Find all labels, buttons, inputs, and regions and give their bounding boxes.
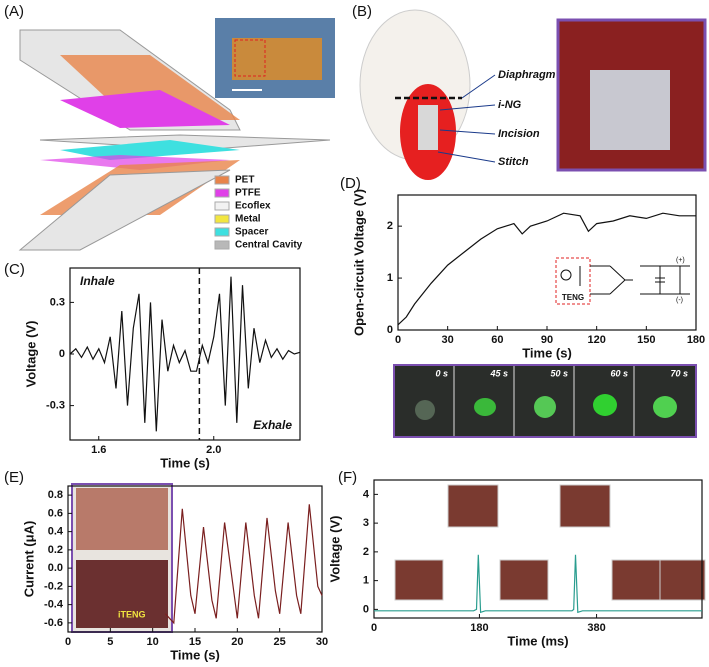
y-tick-label: 1 [387,272,393,284]
y-axis-label: Open-circuit Voltage (V) [351,189,366,336]
x-tick-label: 90 [541,334,553,346]
legend-swatch [214,175,230,185]
x-tick-label: 2.0 [206,444,221,456]
anatomy-label: Diaphragm [498,69,556,81]
annotation: Inhale [80,274,115,288]
y-tick-label: 0 [363,603,369,615]
x-tick-label: 120 [587,334,605,346]
y-axis-label: Current (μA) [21,521,36,598]
y-tick-label: 4 [363,488,370,500]
frame-time: 50 s [550,368,568,378]
x-tick-label: 0 [395,334,401,346]
y-tick-label: -0.4 [44,599,64,611]
panel-label: (E) [4,469,24,486]
x-tick-label: 180 [687,334,705,346]
x-tick-label: 5 [107,636,113,648]
legend-swatch [214,227,230,237]
legend-label: Ecoflex [235,201,271,212]
circuit-label: (+) [676,257,685,264]
circuit-label: TENG [562,293,584,302]
legend-swatch [214,240,230,250]
y-tick-label: 0.6 [48,507,63,519]
plot-frame [397,194,697,331]
y-tick-label: 0.3 [50,296,65,308]
y-tick-label: 0 [387,324,393,336]
legend-label: Metal [235,214,261,225]
y-tick-label: 0 [59,348,65,360]
x-tick-label: 1.6 [91,444,106,456]
data-line [397,212,696,326]
y-tick-label: 0.0 [48,562,63,574]
x-axis-label: Time (s) [160,455,210,470]
legend-swatch [214,188,230,198]
legend-label: Central Cavity [235,240,303,251]
x-axis-label: Time (ms) [507,633,568,648]
x-tick-label: 150 [637,334,655,346]
panel-label: (A) [4,3,24,20]
frame-time: 70 s [670,368,688,378]
y-tick-label: 0.4 [48,526,64,538]
y-tick-label: 3 [363,517,369,529]
legend-swatch [214,201,230,211]
annotation: Exhale [253,418,292,432]
panel-label: (F) [338,469,357,486]
y-tick-label: 2 [387,220,393,232]
y-tick-label: -0.3 [46,400,65,412]
y-axis-label: Voltage (V) [23,321,38,388]
data-line [374,554,702,614]
anatomy-label: Stitch [498,156,529,168]
frame-strip [393,364,697,438]
legend-swatch [214,214,230,224]
frame-time: 60 s [610,368,628,378]
device-illustration [18,18,335,251]
plot-frame [69,267,301,441]
y-tick-label: 2 [363,546,369,558]
x-tick-label: 20 [231,636,243,648]
y-tick-label: 0.8 [48,489,63,501]
rat-illustration [359,9,707,180]
x-axis-label: Time (s) [170,647,220,662]
inset-label: iTENG [118,609,146,619]
frame-time: 45 s [489,368,508,378]
data-line [69,276,301,432]
panel-label: (C) [4,261,25,278]
x-tick-label: 60 [491,334,503,346]
legend-label: PTFE [235,188,261,199]
y-tick-label: 1 [363,575,369,587]
x-tick-label: 30 [316,636,328,648]
x-tick-label: 30 [442,334,454,346]
y-tick-label: -0.6 [44,617,63,629]
x-tick-label: 380 [587,622,605,634]
y-tick-label: -0.2 [44,580,63,592]
circuit-inset [555,257,690,305]
legend-label: Spacer [235,227,268,238]
circuit-label: (-) [676,297,683,304]
y-tick-label: 0.2 [48,544,63,556]
legend-label: PET [235,175,254,186]
x-tick-label: 15 [189,636,201,648]
x-tick-label: 0 [65,636,71,648]
panel-label: (B) [352,3,372,20]
x-tick-label: 0 [371,622,377,634]
plot-frame [373,479,703,619]
frame-time: 0 s [435,368,448,378]
data-line [164,504,323,625]
anatomy-label: Incision [498,128,540,140]
photo-inset [71,483,173,633]
y-axis-label: Voltage (V) [327,516,342,583]
panel-label: (D) [340,175,361,192]
x-tick-label: 25 [274,636,286,648]
x-tick-label: 180 [470,622,488,634]
x-tick-label: 10 [147,636,159,648]
anatomy-label: i-NG [498,99,522,111]
x-axis-label: Time (s) [522,345,572,360]
photo-insets [394,484,706,601]
